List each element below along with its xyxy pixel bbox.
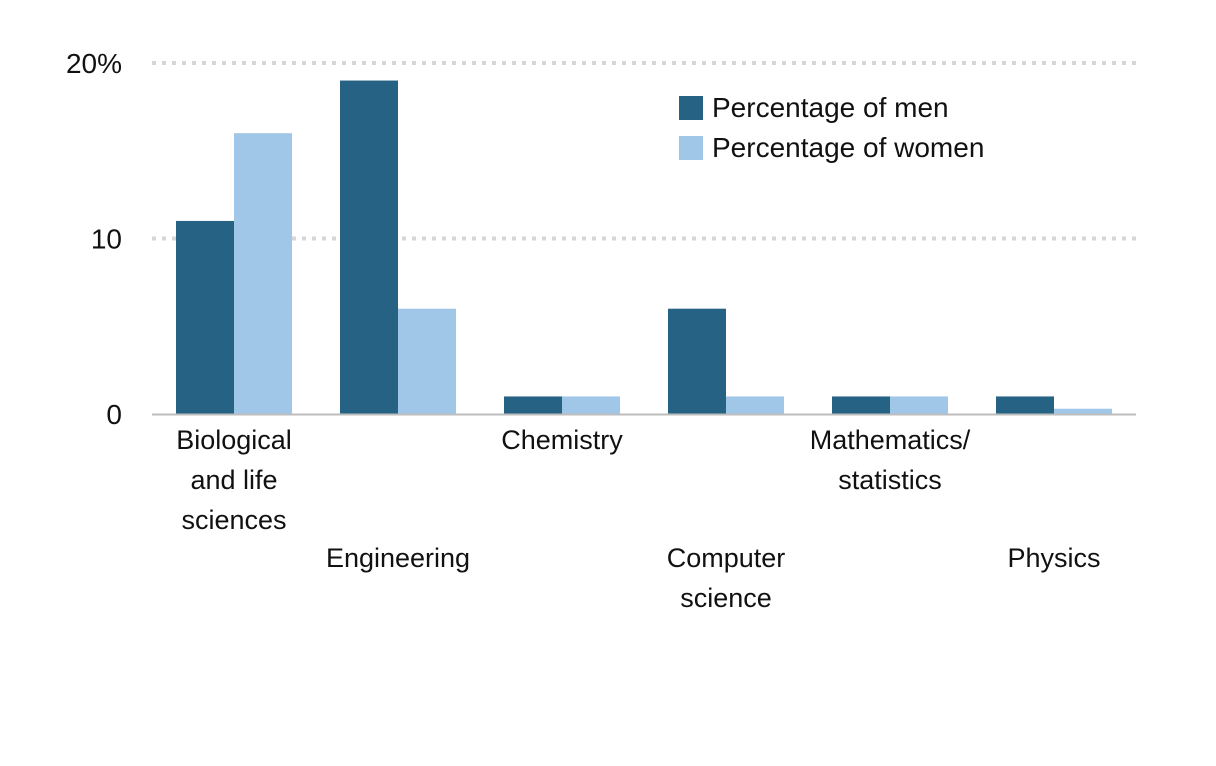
x-tick-label-line: and life [190,465,277,495]
x-tick-label: Physics [1007,543,1100,573]
bar-men [668,308,726,414]
bar-men [340,80,398,415]
bar-women [890,396,948,414]
bar-men [832,396,890,414]
x-tick-label-line: Engineering [326,543,470,573]
x-tick-label-line: Mathematics/ [810,425,971,455]
bars [176,80,1112,415]
legend-swatch [679,96,703,120]
x-tick-label-line: science [680,583,772,613]
x-tick-label-line: Chemistry [501,425,623,455]
y-tick-label: 0 [106,399,122,430]
bar-men [996,396,1054,414]
legend-swatch [679,136,703,160]
bar-women [726,396,784,414]
x-tick-label: Biological and life sciences [176,425,292,535]
gridlines [152,61,1136,241]
bar-women [1054,408,1112,414]
x-tick-label: Engineering [326,543,470,573]
y-axis-ticks: 0 10 20% [66,48,122,430]
category-labels: Biological and life sciences Engineering Che… [176,425,1100,613]
bar-women [398,308,456,414]
x-tick-label-line: Computer [667,543,786,573]
bar-women [234,133,292,414]
bar-men [176,220,234,414]
x-tick-label: Mathematics/statistics [810,425,971,495]
x-tick-label-line: sciences [181,505,286,535]
x-tick-label: Computer science [667,543,786,613]
bar-women [562,396,620,414]
x-tick-label: Chemistry [501,425,623,455]
legend-label: Percentage of men [712,92,949,123]
x-tick-label-line: Biological [176,425,292,455]
bar-men [504,396,562,414]
legend: Percentage of men Percentage of women [679,92,984,163]
x-tick-label-line: Physics [1007,543,1100,573]
y-tick-label: 20% [66,48,122,79]
y-tick-label: 10 [91,224,122,255]
legend-label: Percentage of women [712,132,984,163]
x-tick-label-line: statistics [838,465,942,495]
